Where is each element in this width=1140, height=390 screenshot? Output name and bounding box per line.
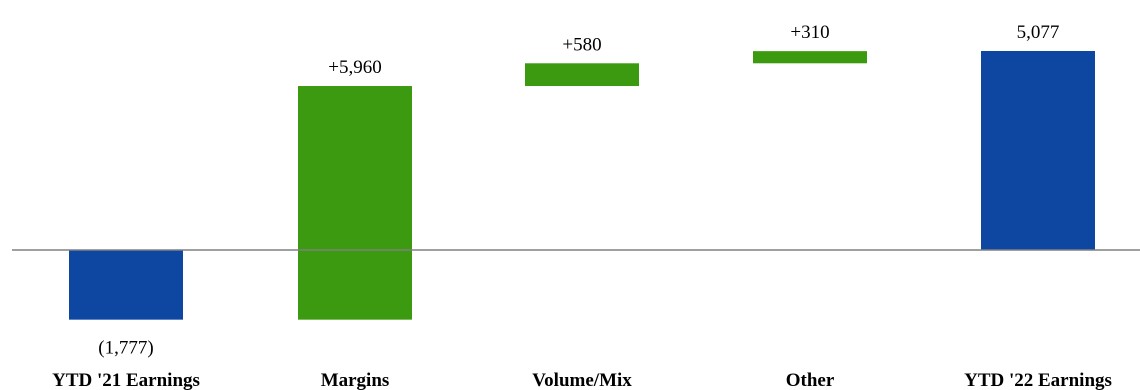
bar-ytd-22-earnings <box>981 50 1095 251</box>
data-label-ytd-22-earnings: 5,077 <box>1017 22 1060 43</box>
data-label-volume-mix: +580 <box>562 34 601 55</box>
data-label-ytd-21-earnings: (1,777) <box>98 338 153 359</box>
bar-margins <box>298 86 412 320</box>
data-label-other: +310 <box>790 22 829 43</box>
bar-other <box>753 51 867 64</box>
bar-ytd-21-earnings <box>69 250 183 320</box>
category-label-margins: Margins <box>321 370 390 390</box>
category-label-other: Other <box>786 370 835 390</box>
bar-volume-mix <box>525 63 639 87</box>
category-label-ytd-21-earnings: YTD '21 Earnings <box>52 370 200 390</box>
category-label-ytd-22-earnings: YTD '22 Earnings <box>964 370 1112 390</box>
data-label-margins: +5,960 <box>328 57 381 78</box>
category-label-volume-mix: Volume/Mix <box>532 370 632 390</box>
